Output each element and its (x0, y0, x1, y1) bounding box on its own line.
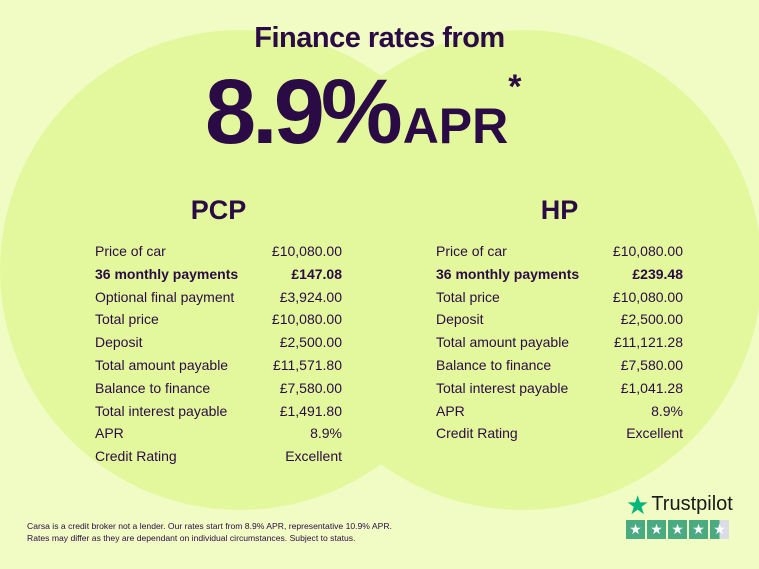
trustpilot-name: Trustpilot (651, 493, 733, 515)
row-value: £10,080.00 (612, 243, 683, 259)
table-row: Balance to finance £7,580.00 (436, 354, 683, 377)
trustpilot-logo: ★ Trustpilot (626, 489, 733, 520)
row-value: £10,080.00 (612, 288, 683, 305)
table-row: Total amount payable £11,571.80 (95, 354, 342, 377)
row-value: £7,580.00 (279, 379, 342, 396)
row-value: Excellent (626, 425, 683, 442)
hp-title: HP (540, 195, 579, 225)
table-row: Credit Rating Excellent (436, 422, 683, 445)
table-row: APR 8.9% (436, 400, 683, 423)
table-row: Price of car £10,080.00 (436, 240, 683, 263)
row-label: Deposit (436, 311, 484, 328)
row-value: £11,121.28 (613, 334, 683, 351)
row-value: £2,500.00 (620, 311, 683, 328)
hp-table: HP Price of car £10,080.00 36 monthly paym… (436, 195, 683, 445)
row-value: £10,080.00 (271, 243, 342, 259)
trustpilot-rating: ★ ★ ★ ★ ★ (626, 520, 733, 539)
table-row: Deposit £2,500.00 (95, 331, 342, 354)
row-value: £7,580.00 (620, 356, 683, 373)
disclaimer-line-2: Rates may differ as they are dependant o… (27, 533, 356, 543)
row-label: Total price (95, 311, 159, 328)
table-row: Total price £10,080.00 (436, 286, 683, 309)
pcp-table: PCP Price of car £10,080.00 36 monthly pay… (95, 195, 342, 468)
row-label: Optional final payment (95, 288, 235, 305)
star-icon: ★ (668, 520, 687, 539)
row-value: £239.48 (632, 265, 683, 282)
table-row: 36 monthly payments £147.08 (95, 263, 342, 286)
headline: Finance rates from (254, 22, 505, 54)
row-label: Total price (436, 288, 500, 305)
right-circle-decoration (282, 30, 759, 510)
table-row: Deposit £2,500.00 (436, 308, 683, 331)
table-row: 36 monthly payments £239.48 (436, 263, 683, 286)
disclaimer: Carsa is a credit broker not a lender. O… (27, 520, 392, 544)
row-label: Price of car (436, 243, 507, 259)
row-value: £10,080.00 (271, 311, 342, 328)
table-row: APR 8.9% (95, 422, 342, 445)
row-label: Balance to finance (95, 379, 211, 396)
row-label: Deposit (95, 334, 143, 351)
table-row: Total interest payable £1,041.28 (436, 377, 683, 400)
row-label: Total interest payable (436, 379, 569, 396)
row-value: 8.9% (310, 425, 342, 442)
pcp-title: PCP (190, 195, 247, 225)
table-row: Credit Rating Excellent (95, 445, 342, 468)
row-label: Credit Rating (436, 425, 518, 442)
row-value: £11,571.80 (272, 356, 342, 373)
row-value: £147.08 (291, 265, 342, 282)
star-icon: ★ (626, 520, 645, 539)
table-row: Total interest payable £1,491.80 (95, 400, 342, 423)
row-label: Total amount payable (436, 334, 570, 351)
row-value: £1,041.28 (620, 379, 683, 396)
row-value: £1,491.80 (279, 402, 342, 419)
row-label: Price of car (95, 243, 166, 259)
row-value: Excellent (285, 448, 342, 465)
disclaimer-line-1: Carsa is a credit broker not a lender. O… (27, 521, 392, 531)
row-label: APR (95, 425, 124, 442)
asterisk: * (508, 68, 522, 106)
star-icon: ★ (647, 520, 666, 539)
row-label: 36 monthly payments (436, 265, 580, 282)
star-icon: ★ (689, 520, 708, 539)
apr-rate: 8.9%APR* (205, 60, 522, 165)
table-row: Optional final payment £3,924.00 (95, 286, 342, 309)
table-row: Total price £10,080.00 (95, 308, 342, 331)
trustpilot-badge[interactable]: ★ Trustpilot ★ ★ ★ ★ ★ (626, 489, 733, 539)
trustpilot-star-icon: ★ (626, 489, 650, 520)
rate-value: 8.9% (205, 61, 403, 163)
row-value: £3,924.00 (279, 288, 342, 305)
row-label: APR (436, 402, 465, 419)
table-row: Balance to finance £7,580.00 (95, 377, 342, 400)
table-row: Price of car £10,080.00 (95, 240, 342, 263)
row-value: 8.9% (651, 402, 683, 419)
row-value: £2,500.00 (279, 334, 342, 351)
row-label: Total amount payable (95, 356, 229, 373)
row-label: Total interest payable (95, 402, 228, 419)
table-row: Total amount payable £11,121.28 (436, 331, 683, 354)
half-star-icon: ★ (710, 520, 729, 539)
apr-label: APR (402, 98, 509, 154)
row-label: Balance to finance (436, 356, 552, 373)
row-label: Credit Rating (95, 448, 177, 465)
row-label: 36 monthly payments (95, 265, 239, 282)
